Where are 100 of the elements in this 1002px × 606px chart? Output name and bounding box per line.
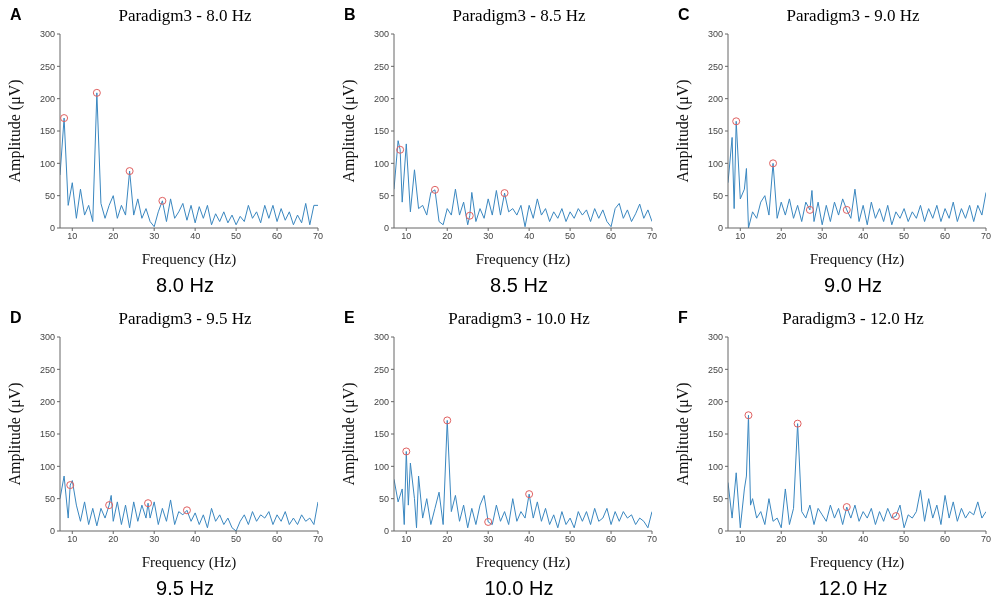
text: 10.0 Hz <box>483 577 555 600</box>
text: A <box>10 6 22 24</box>
chart-title: Paradigm3 - 10.0 Hz <box>447 309 591 329</box>
point <box>484 517 493 526</box>
x-axis-title: Frequency (Hz) <box>809 554 905 571</box>
x-tick-label: 10 <box>401 534 412 545</box>
y-tick-label: 100 <box>707 158 723 169</box>
y-tick-label: 100 <box>707 461 723 472</box>
y-tick-label: 150 <box>373 429 389 440</box>
y-tick-label: 150 <box>707 126 723 137</box>
y-tick-label: 200 <box>373 93 389 104</box>
text: F <box>678 309 688 327</box>
x-tick-label: 30 <box>817 231 828 242</box>
chart-title: Paradigm3 - 9.0 Hz <box>785 6 921 26</box>
text: C <box>678 6 690 24</box>
x-tick-label: 10 <box>67 534 78 545</box>
point <box>805 205 814 214</box>
y-axis-title: Amplitude (μV) <box>339 79 358 183</box>
x-tick-label: 60 <box>940 534 951 545</box>
point <box>793 419 802 428</box>
point <box>769 159 778 168</box>
y-tick-label: 0 <box>383 223 389 234</box>
x-tick-label: 40 <box>858 534 869 545</box>
text: 9.0 Hz <box>823 274 883 297</box>
x-tick-label: 70 <box>312 231 324 242</box>
text: E <box>344 309 355 327</box>
x-tick-label: 50 <box>231 534 242 545</box>
point <box>66 481 75 490</box>
x-tick-label: 30 <box>817 534 828 545</box>
y-axis-title: Amplitude (μV) <box>5 382 24 486</box>
x-tick-label: 50 <box>231 231 242 242</box>
y-tick-label: 250 <box>707 364 723 375</box>
x-tick-label: 40 <box>190 231 201 242</box>
point <box>891 512 900 521</box>
y-tick-label: 100 <box>39 158 55 169</box>
point <box>105 501 114 510</box>
x-axis-title: Frequency (Hz) <box>141 554 237 571</box>
chart-title: Paradigm3 - 8.0 Hz <box>117 6 253 26</box>
x-axis-title: Frequency (Hz) <box>475 251 571 268</box>
y-tick-label: 0 <box>49 223 55 234</box>
y-tick-label: 300 <box>39 332 55 343</box>
chart-title: Paradigm3 - 8.5 Hz <box>451 6 587 26</box>
x-tick-label: 30 <box>149 534 160 545</box>
y-axis-title: Amplitude (μV) <box>339 382 358 486</box>
y-tick-label: 50 <box>44 190 55 201</box>
y-tick-label: 150 <box>39 126 55 137</box>
y-tick-label: 150 <box>707 429 723 440</box>
y-tick-label: 100 <box>39 461 55 472</box>
y-tick-label: 250 <box>373 364 389 375</box>
text: 8.0 Hz <box>155 274 215 297</box>
x-tick-label: 40 <box>524 231 535 242</box>
x-tick-label: 40 <box>524 534 535 545</box>
text: 9.5 Hz <box>155 577 215 600</box>
y-tick-label: 150 <box>373 126 389 137</box>
point <box>500 189 509 198</box>
y-tick-label: 50 <box>44 493 55 504</box>
point <box>182 506 191 515</box>
chart-title: Paradigm3 - 9.5 Hz <box>117 309 253 329</box>
x-tick-label: 20 <box>776 534 787 545</box>
y-tick-label: 200 <box>373 396 389 407</box>
y-tick-label: 100 <box>373 158 389 169</box>
y-tick-label: 200 <box>39 396 55 407</box>
x-tick-label: 50 <box>899 231 910 242</box>
x-tick-label: 20 <box>776 231 787 242</box>
y-tick-label: 300 <box>373 29 389 40</box>
point <box>430 185 439 194</box>
y-tick-label: 300 <box>707 29 723 40</box>
y-tick-label: 250 <box>39 364 55 375</box>
x-tick-label: 10 <box>735 534 746 545</box>
x-tick-label: 60 <box>272 231 283 242</box>
y-tick-label: 50 <box>378 190 389 201</box>
y-tick-label: 300 <box>373 332 389 343</box>
chart-title: Paradigm3 - 12.0 Hz <box>781 309 925 329</box>
x-tick-label: 30 <box>483 534 494 545</box>
y-tick-label: 250 <box>373 61 389 72</box>
point <box>60 114 69 123</box>
x-tick-label: 10 <box>67 231 78 242</box>
x-tick-label: 40 <box>190 534 201 545</box>
x-tick-label: 60 <box>272 534 283 545</box>
point <box>842 205 851 214</box>
x-tick-label: 20 <box>108 534 119 545</box>
y-tick-label: 50 <box>378 493 389 504</box>
x-tick-label: 60 <box>940 231 951 242</box>
point <box>396 145 405 154</box>
x-tick-label: 50 <box>565 534 576 545</box>
y-axis-title: Amplitude (μV) <box>673 382 692 486</box>
y-axis-title: Amplitude (μV) <box>5 79 24 183</box>
x-tick-label: 60 <box>606 231 617 242</box>
point <box>744 411 753 420</box>
x-tick-label: 50 <box>899 534 910 545</box>
y-tick-label: 50 <box>712 190 723 201</box>
point <box>144 499 153 508</box>
point <box>125 167 134 176</box>
point <box>158 196 167 205</box>
y-tick-label: 100 <box>373 461 389 472</box>
x-tick-label: 20 <box>442 231 453 242</box>
y-tick-label: 50 <box>712 493 723 504</box>
y-tick-label: 200 <box>707 396 723 407</box>
x-tick-label: 50 <box>565 231 576 242</box>
point <box>443 416 452 425</box>
